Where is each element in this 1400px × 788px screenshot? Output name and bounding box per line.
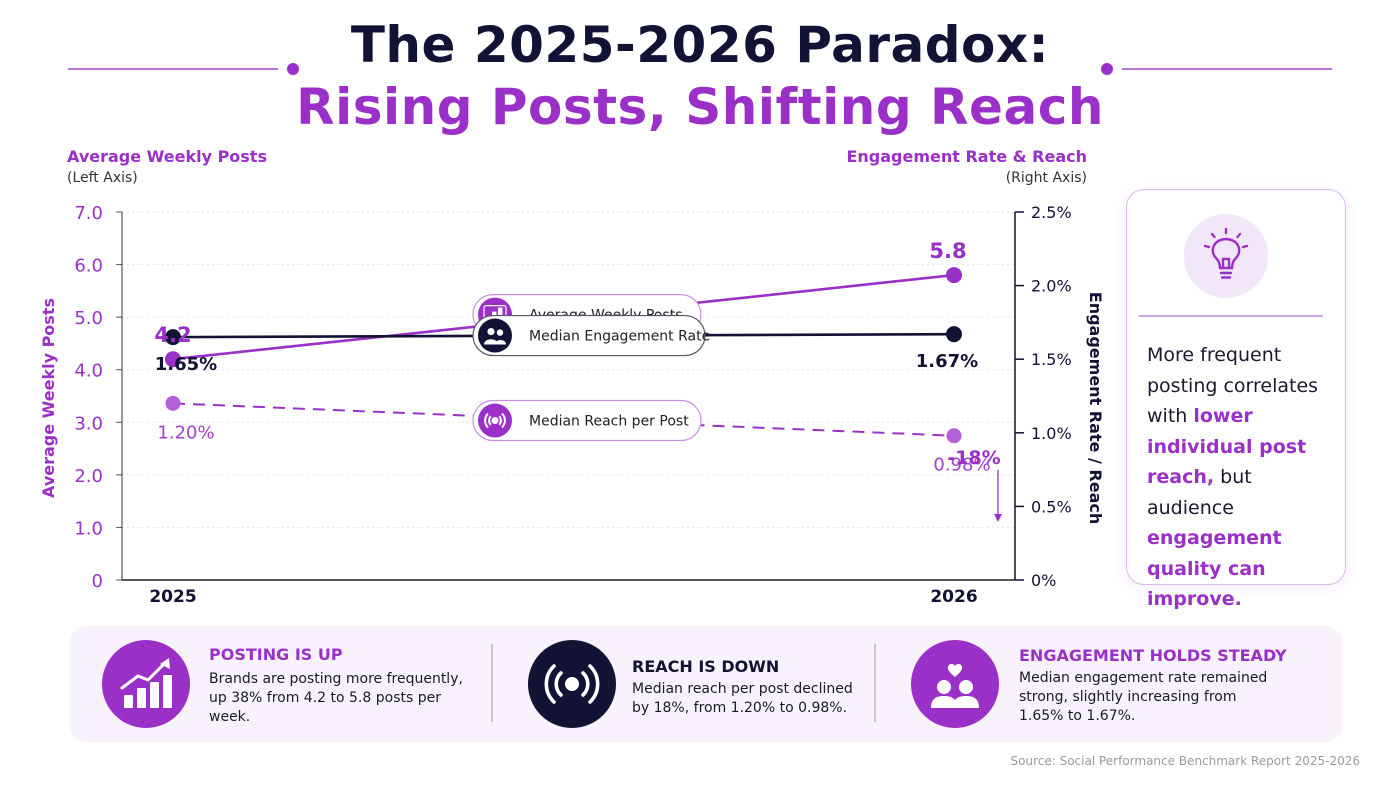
card-posting-title: POSTING IS UP: [209, 645, 343, 664]
data-point: [946, 326, 962, 343]
source-note: Source: Social Performance Benchmark Rep…: [1010, 754, 1361, 768]
label-layer: 4.2 5.8 1.65% 1.67% 1.20% 0.98%-18%: [154, 239, 1002, 522]
broadcast-wave: [498, 415, 502, 426]
data-label: 4.2: [154, 323, 191, 347]
title-line-1: The 2025-2026 Paradox:: [350, 16, 1050, 74]
left-axis-subtitle: (Left Axis): [67, 170, 138, 186]
bar-glyph: [498, 307, 503, 322]
right-tick-label: 2.0%: [1031, 277, 1072, 296]
insight-highlight: engagement quality can improve.: [1147, 527, 1282, 610]
card-divider-2: [874, 644, 876, 722]
title-dot-right: [1101, 63, 1113, 75]
right-tick-label: 0%: [1031, 571, 1056, 590]
left-axis-title: Average Weekly Posts: [67, 147, 267, 166]
right-tick-label: 2.5%: [1031, 203, 1072, 222]
series-badge: Median Engagement Rate: [472, 314, 710, 357]
left-tick-label: 0: [92, 571, 103, 592]
insight-box: More frequent posting correlates with lo…: [1126, 189, 1346, 610]
growth-chart-icon: [102, 640, 190, 728]
left-tick-label: 1.0: [74, 518, 103, 539]
badge-layer: Average Weekly PostsMedian Engagement Ra…: [472, 294, 710, 442]
insight-fragment: but audience: [1147, 466, 1252, 519]
left-axis-vertical-label: Average Weekly Posts: [39, 298, 58, 498]
card-divider-1: [491, 644, 493, 722]
title-dot-left: [287, 63, 299, 75]
data-point: [165, 351, 181, 368]
badge-label: Median Reach per Post: [529, 414, 689, 430]
right-axis-title: Engagement Rate & Reach: [846, 147, 1087, 166]
broadcast-dot: [491, 417, 499, 425]
data-label: 1.20%: [157, 422, 214, 443]
data-point: [165, 395, 181, 411]
x-tick-label: 2026: [930, 587, 977, 607]
data-point: [946, 267, 962, 284]
data-label: 1.67%: [916, 351, 978, 372]
right-axis-vertical-label: Engagement Rate / Reach: [1086, 292, 1105, 524]
people-heart-icon: [911, 640, 999, 728]
card-reach-body: Median reach per post declined by 18%, f…: [632, 681, 853, 716]
person-head: [487, 327, 495, 336]
insight-divider: [1139, 315, 1323, 317]
card-engagement-title: ENGAGEMENT HOLDS STEADY: [1019, 646, 1287, 665]
left-tick-label: 7.0: [74, 203, 103, 224]
title-rule-left: [68, 68, 278, 70]
page-title: The 2025-2026 Paradox: Rising Posts, Shi…: [0, 14, 1400, 138]
right-tick-label: 0.5%: [1031, 497, 1072, 516]
insight-highlight: lower individual post reach,: [1147, 405, 1307, 488]
left-tick-label: 5.0: [74, 308, 103, 329]
badge-pill: [472, 314, 706, 357]
person-head: [496, 329, 504, 336]
left-tick-label: 3.0: [74, 413, 103, 434]
insight-text: More frequent posting correlates with lo…: [1147, 340, 1343, 615]
broadcast-icon: [528, 640, 616, 728]
grid-layer: [122, 211, 1015, 528]
left-tick-label: 6.0: [74, 256, 103, 277]
card-reach-title: REACH IS DOWN: [632, 657, 780, 676]
axis-layer: 0 1.0 2.0 3.0 4.0 5.0 6.0 7.0 0% 0.5% 1.0% 1.5% 2.0%…: [39, 203, 1105, 607]
card-engagement-body: Median engagement rate remained strong, …: [1019, 670, 1268, 724]
left-tick-label: 4.0: [74, 361, 103, 382]
down-arrow-icon: [994, 514, 1002, 522]
broadcast-wave: [501, 412, 506, 429]
change-annotation: -18%: [947, 447, 1000, 469]
broadcast-wave: [488, 415, 492, 426]
badge-label: Median Engagement Rate: [529, 329, 710, 345]
broadcast-wave: [484, 412, 489, 429]
left-tick-label: 2.0: [74, 466, 103, 487]
person-body: [495, 340, 506, 345]
title-rule-right: [1122, 68, 1332, 70]
data-label: 1.65%: [155, 354, 217, 375]
data-label: 0.98%: [933, 455, 990, 476]
person-body: [484, 339, 498, 345]
title-line-2: Rising Posts, Shifting Reach: [296, 78, 1104, 136]
insight-fragment: More frequent posting correlates with: [1147, 344, 1319, 427]
right-tick-label: 1.5%: [1031, 350, 1072, 369]
data-point: [946, 428, 962, 444]
card-posting-body: Brands are posting more frequently, up 3…: [209, 671, 463, 725]
data-point: [165, 329, 181, 346]
data-label: 5.8: [929, 239, 966, 263]
badge-pill: [472, 399, 702, 442]
lightbulb-icon: [1184, 214, 1268, 298]
series-badge: Median Reach per Post: [472, 399, 702, 442]
right-axis-subtitle: (Right Axis): [1005, 170, 1087, 186]
x-tick-label: 2025: [149, 587, 196, 607]
summary-panel: POSTING IS UP Brands are posting more fr…: [70, 626, 1342, 742]
right-tick-label: 1.0%: [1031, 424, 1072, 443]
people-icon: [478, 318, 512, 353]
